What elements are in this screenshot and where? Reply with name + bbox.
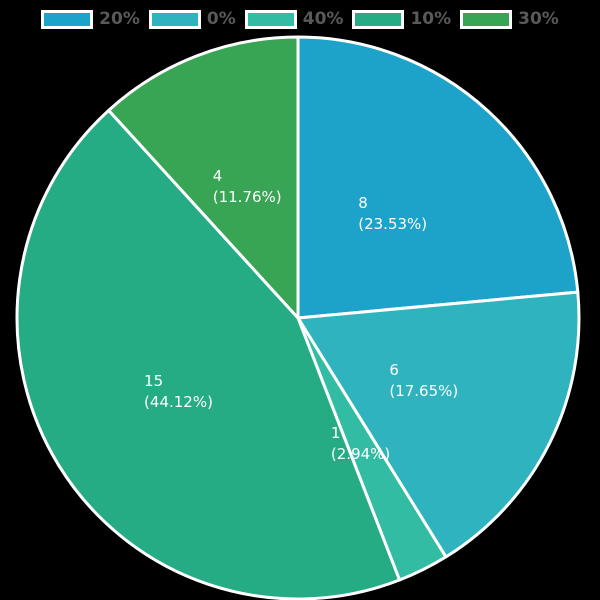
legend-swatch — [352, 9, 405, 29]
legend-label: 0% — [206, 9, 236, 29]
legend-item-30%[interactable]: 30% — [460, 9, 559, 29]
legend-label: 30% — [518, 9, 559, 29]
legend-label: 10% — [410, 9, 452, 29]
legend-item-20%[interactable]: 20% — [41, 9, 140, 29]
legend-item-40%[interactable]: 40% — [244, 9, 344, 29]
legend-label: 20% — [99, 9, 140, 29]
chart-legend: 20% 0% 40% 10% 30% — [0, 9, 600, 29]
pie-slice-20%[interactable] — [296, 35, 580, 320]
legend-item-0%[interactable]: 0% — [148, 9, 236, 29]
pie-slice-0%[interactable] — [296, 290, 581, 559]
pie-slice-10%[interactable] — [15, 108, 402, 600]
legend-swatch — [460, 9, 513, 29]
legend-item-10%[interactable]: 10% — [352, 9, 451, 29]
legend-label: 40% — [302, 9, 344, 29]
legend-swatch — [244, 9, 297, 29]
legend-swatch — [41, 9, 94, 29]
pie-slice-30%[interactable] — [107, 35, 300, 320]
legend-swatch — [148, 9, 201, 29]
